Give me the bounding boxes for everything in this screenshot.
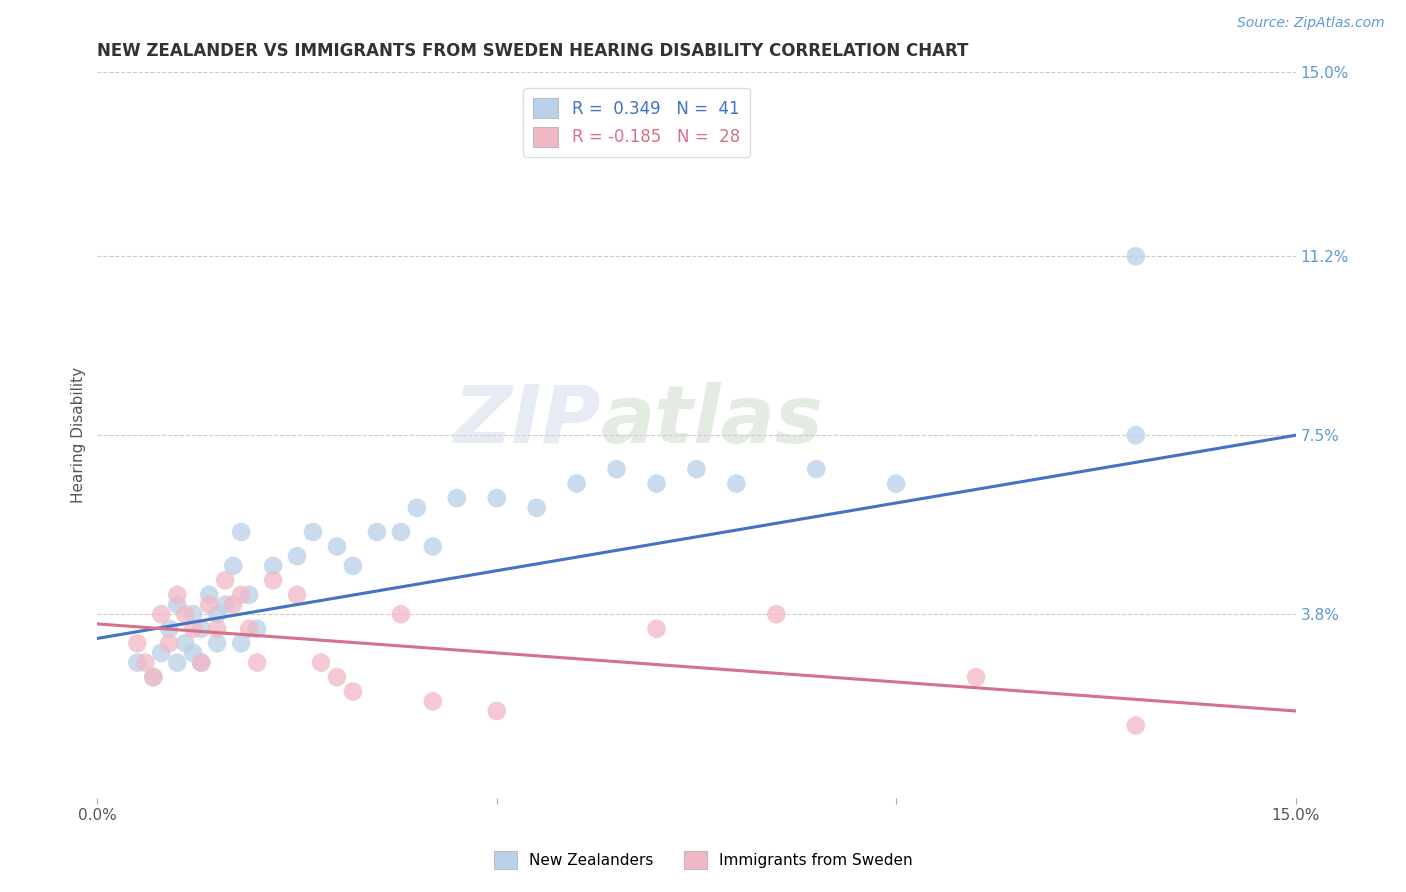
Point bbox=[1125, 428, 1147, 442]
Text: NEW ZEALANDER VS IMMIGRANTS FROM SWEDEN HEARING DISABILITY CORRELATION CHART: NEW ZEALANDER VS IMMIGRANTS FROM SWEDEN … bbox=[97, 42, 969, 60]
Point bbox=[150, 646, 173, 660]
Point bbox=[406, 500, 429, 515]
Point bbox=[174, 636, 197, 650]
Point bbox=[166, 598, 188, 612]
Point bbox=[142, 670, 165, 684]
Point bbox=[246, 656, 269, 670]
Point bbox=[181, 622, 204, 636]
Legend: R =  0.349   N =  41, R = -0.185   N =  28: R = 0.349 N = 41, R = -0.185 N = 28 bbox=[523, 88, 749, 157]
Point bbox=[645, 476, 668, 491]
Point bbox=[565, 476, 588, 491]
Point bbox=[645, 622, 668, 636]
Point bbox=[166, 588, 188, 602]
Point bbox=[422, 540, 444, 554]
Point bbox=[1125, 718, 1147, 732]
Point bbox=[157, 622, 180, 636]
Point bbox=[389, 607, 412, 622]
Point bbox=[157, 636, 180, 650]
Point bbox=[142, 670, 165, 684]
Point bbox=[725, 476, 748, 491]
Point bbox=[309, 656, 332, 670]
Point bbox=[965, 670, 987, 684]
Point bbox=[246, 622, 269, 636]
Point bbox=[198, 588, 221, 602]
Point bbox=[238, 622, 260, 636]
Text: atlas: atlas bbox=[600, 382, 824, 459]
Point bbox=[342, 684, 364, 698]
Point bbox=[214, 598, 236, 612]
Point bbox=[326, 540, 349, 554]
Text: Source: ZipAtlas.com: Source: ZipAtlas.com bbox=[1237, 16, 1385, 30]
Point bbox=[302, 524, 325, 539]
Point bbox=[366, 524, 388, 539]
Point bbox=[806, 462, 828, 476]
Point bbox=[262, 558, 284, 573]
Point bbox=[166, 656, 188, 670]
Point bbox=[389, 524, 412, 539]
Point bbox=[205, 607, 228, 622]
Point bbox=[422, 694, 444, 708]
Point bbox=[205, 622, 228, 636]
Point bbox=[606, 462, 628, 476]
Point bbox=[174, 607, 197, 622]
Point bbox=[238, 588, 260, 602]
Point bbox=[342, 558, 364, 573]
Point bbox=[446, 491, 468, 505]
Point bbox=[1125, 249, 1147, 263]
Point bbox=[485, 704, 508, 718]
Point bbox=[222, 558, 245, 573]
Legend: New Zealanders, Immigrants from Sweden: New Zealanders, Immigrants from Sweden bbox=[488, 845, 918, 875]
Y-axis label: Hearing Disability: Hearing Disability bbox=[72, 368, 86, 503]
Point bbox=[231, 636, 253, 650]
Point bbox=[222, 598, 245, 612]
Point bbox=[285, 588, 308, 602]
Point bbox=[181, 646, 204, 660]
Point bbox=[150, 607, 173, 622]
Point bbox=[214, 574, 236, 588]
Point bbox=[198, 598, 221, 612]
Point bbox=[685, 462, 707, 476]
Point bbox=[190, 656, 212, 670]
Point bbox=[127, 656, 149, 670]
Point bbox=[190, 656, 212, 670]
Point bbox=[134, 656, 156, 670]
Point bbox=[326, 670, 349, 684]
Point bbox=[765, 607, 787, 622]
Point bbox=[190, 622, 212, 636]
Point bbox=[231, 524, 253, 539]
Point bbox=[884, 476, 907, 491]
Point bbox=[485, 491, 508, 505]
Point bbox=[127, 636, 149, 650]
Point bbox=[526, 500, 548, 515]
Point bbox=[181, 607, 204, 622]
Point bbox=[285, 549, 308, 564]
Point bbox=[231, 588, 253, 602]
Text: ZIP: ZIP bbox=[453, 382, 600, 459]
Point bbox=[262, 574, 284, 588]
Point bbox=[205, 636, 228, 650]
